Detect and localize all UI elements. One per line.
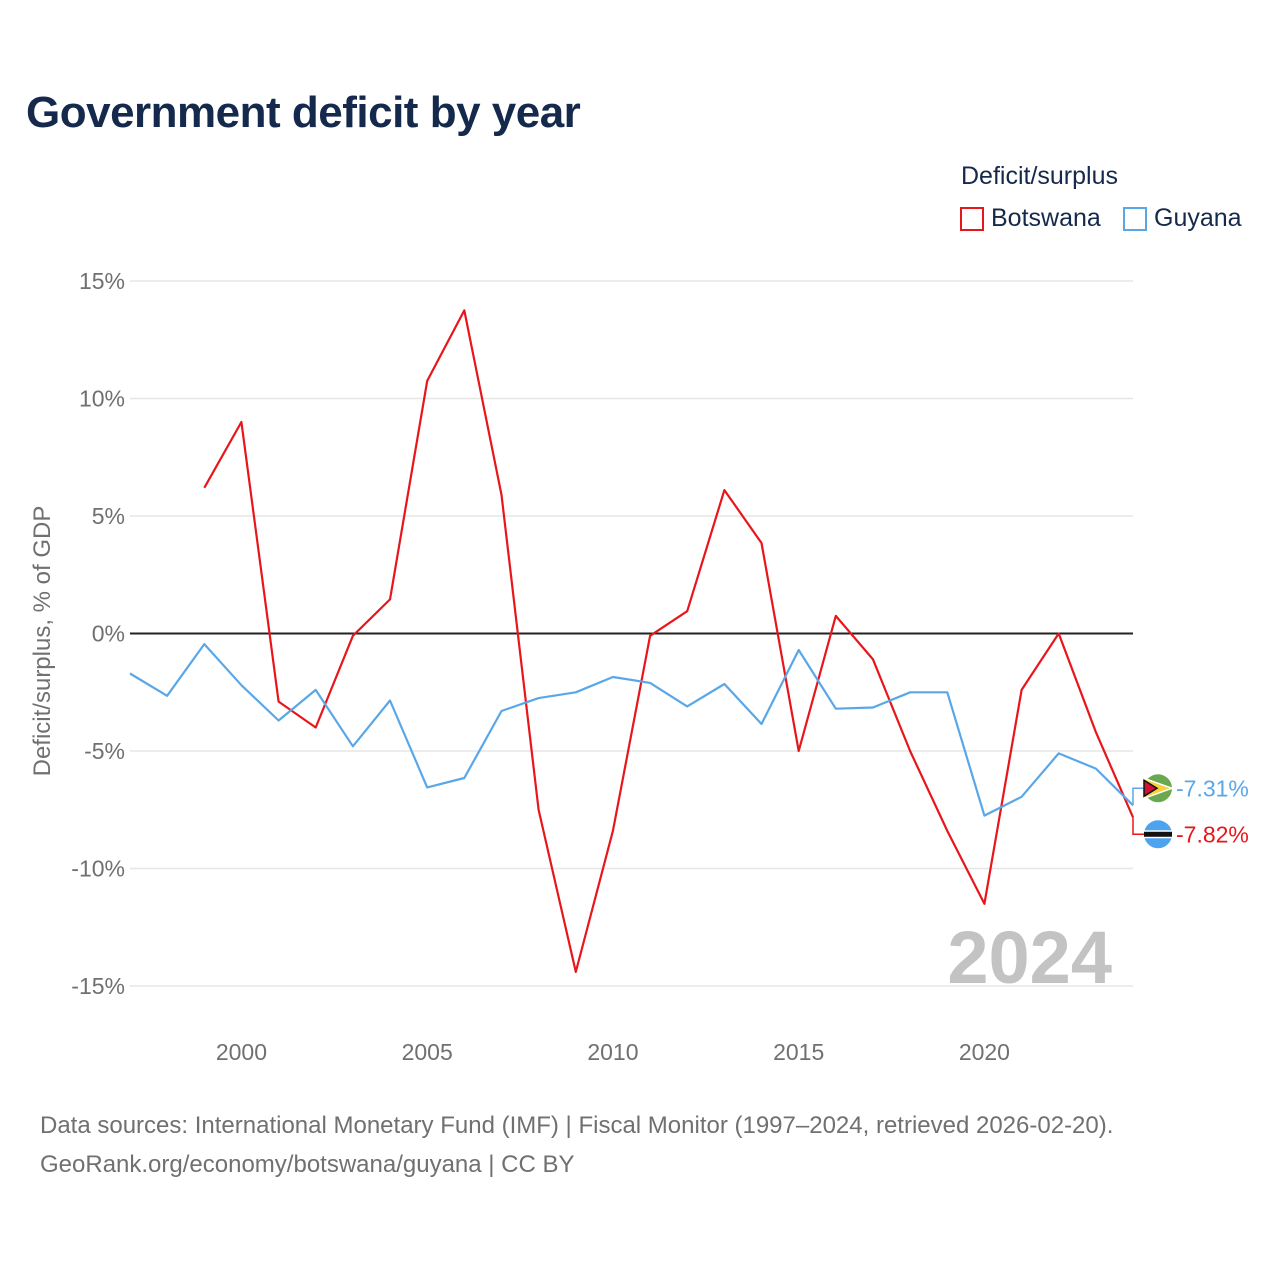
x-tick-label: 2020 xyxy=(959,1039,1010,1065)
legend-label-botswana: Botswana xyxy=(991,204,1101,232)
x-tick-label: 2015 xyxy=(773,1039,824,1065)
x-tick-label: 2010 xyxy=(587,1039,638,1065)
legend-title: Deficit/surplus xyxy=(961,162,1118,190)
y-axis-label: Deficit/surplus, % of GDP xyxy=(29,506,56,777)
end-value-label-guyana: -7.31% xyxy=(1176,775,1249,801)
footer-source: Data sources: International Monetary Fun… xyxy=(40,1112,1114,1139)
y-tick-label: -10% xyxy=(71,856,125,882)
flag-icon-guyana xyxy=(1143,774,1175,803)
end-labels: -7.82% -7.31% xyxy=(1132,774,1249,849)
year-watermark: 2024 xyxy=(947,916,1112,999)
y-tick-label: 0% xyxy=(92,621,125,647)
footer: Data sources: International Monetary Fun… xyxy=(40,1106,1113,1184)
legend-item-botswana[interactable]: Botswana xyxy=(960,204,1101,233)
series-line-botswana xyxy=(203,309,1135,974)
y-tick-label: 5% xyxy=(92,503,125,529)
series-line-guyana xyxy=(129,642,1134,817)
connector-botswana xyxy=(1132,817,1144,836)
flag-arrow-red xyxy=(1143,778,1159,798)
legend-swatch-botswana xyxy=(960,206,984,231)
footer-link[interactable]: GeoRank.org/economy/botswana/guyana | CC… xyxy=(40,1151,575,1178)
legend-label-guyana: Guyana xyxy=(1154,204,1242,232)
x-tick-label: 2005 xyxy=(402,1039,453,1065)
x-tick-labels: 2000 2005 2010 2015 2020 xyxy=(216,1039,1010,1065)
y-tick-label: -5% xyxy=(84,738,125,764)
chart-title: Government deficit by year xyxy=(26,88,581,137)
x-tick-label: 2000 xyxy=(216,1039,267,1065)
connector-guyana xyxy=(1132,787,1144,806)
y-tick-label: 15% xyxy=(79,268,125,294)
series-lines xyxy=(129,309,1135,974)
y-tick-labels: 15% 10% 5% 0% -5% -10% -15% xyxy=(71,268,125,999)
line-chart: 15%10%5%0%-5%-10%-15% 2000 2005 2010 2015 20… xyxy=(29,268,1249,1065)
flag-stripe-black xyxy=(1144,831,1172,837)
end-value-label-botswana: -7.82% xyxy=(1176,821,1249,847)
y-tick-label: 10% xyxy=(79,386,125,412)
y-tick-label: -15% xyxy=(71,973,125,999)
flag-icon-botswana xyxy=(1144,820,1172,849)
legend-item-guyana[interactable]: Guyana xyxy=(1123,204,1242,233)
legend-swatch-guyana xyxy=(1123,206,1147,231)
